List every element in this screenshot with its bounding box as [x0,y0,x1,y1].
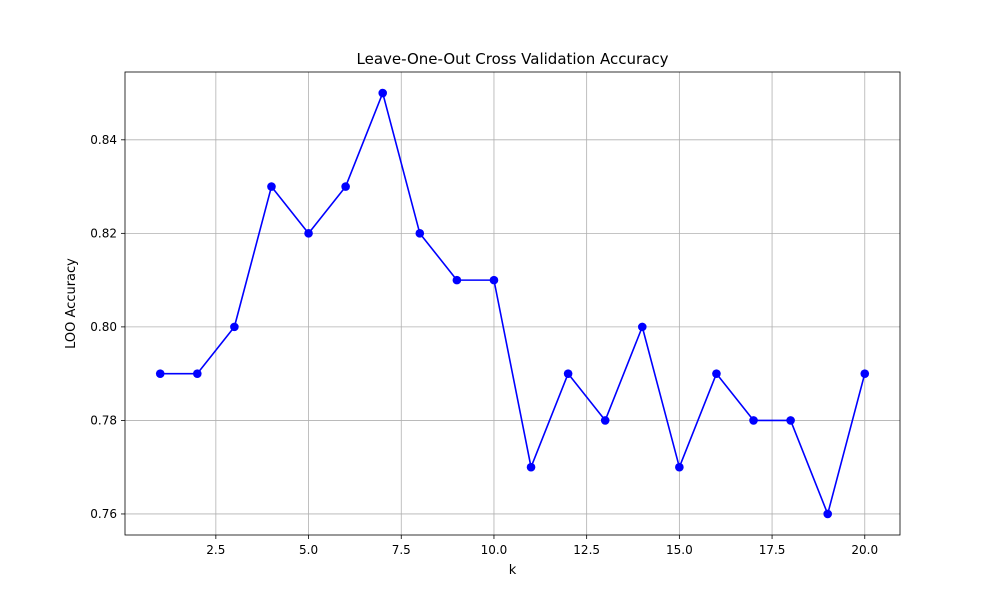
data-point [193,369,202,378]
data-point [415,229,425,238]
data-point [452,275,462,285]
data-point [526,462,536,472]
x-tick-label: 7.5 [392,543,411,557]
y-tick-label: 0.82 [90,226,117,240]
series-layer [155,88,870,519]
data-point [230,322,239,332]
series-line [160,92,866,515]
plot-frame [124,71,901,536]
chart-title: Leave-One-Out Cross Validation Accuracy [357,50,669,68]
data-point [749,416,758,425]
data-point [304,229,313,238]
data-point [786,416,795,425]
data-point [675,462,684,472]
x-tick-label: 10.0 [481,543,508,557]
y-tick-label: 0.84 [90,133,117,147]
data-point [267,182,276,191]
data-point [823,509,832,519]
y-tick-label: 0.80 [90,320,117,334]
y-tick-label: 0.78 [90,413,117,427]
data-point [378,88,388,98]
data-point [712,369,721,378]
x-tick-label: 15.0 [666,543,693,557]
tick-layer: 2.5 5.0 7.5 10.0 12.5 15.0 17.5 20.0 0.76 0.78 0.8… [90,133,878,557]
x-tick-label: 12.5 [573,543,600,557]
data-point [489,275,499,285]
y-tick-label: 0.76 [90,507,117,521]
x-axis-label: k [509,563,517,578]
x-tick-label: 17.5 [759,543,786,557]
x-tick-label: 2.5 [206,543,225,557]
data-point [637,322,647,332]
data-point [155,369,165,378]
x-tick-label: 5.0 [299,543,318,557]
data-point [860,369,870,378]
data-point [563,369,573,378]
data-point [600,416,610,425]
y-axis-label: LOO Accuracy [64,258,79,349]
x-tick-label: 20.0 [851,543,878,557]
data-point [341,182,350,191]
